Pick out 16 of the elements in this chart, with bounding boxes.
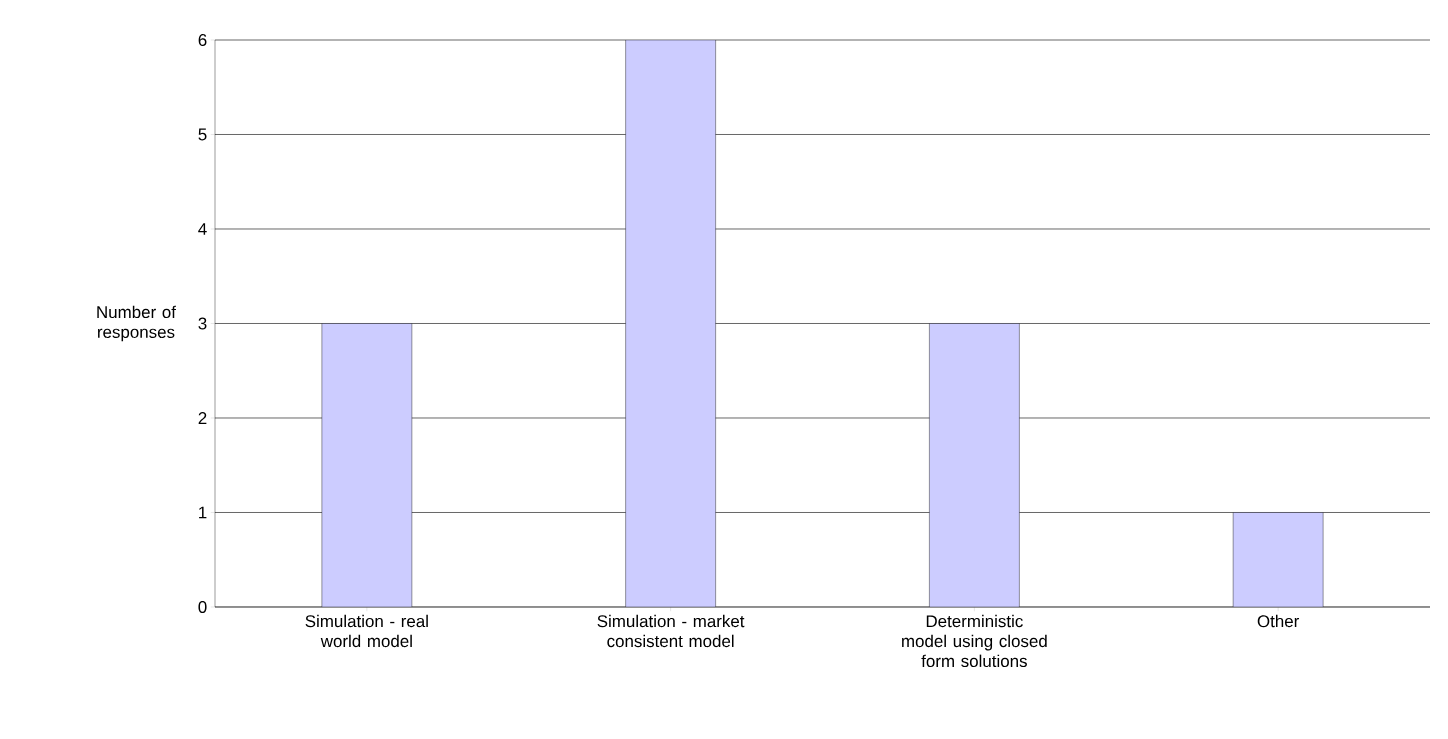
- y-tick-label: 2: [198, 412, 207, 424]
- bar: [625, 40, 716, 607]
- x-tick-label: Other: [1257, 614, 1300, 628]
- y-axis-title: Number of responses: [97, 305, 176, 342]
- bar: [1232, 512, 1324, 607]
- y-tick-label: 4: [198, 223, 207, 235]
- y-tick-label: 5: [198, 128, 207, 141]
- y-tick-label: 0: [198, 601, 207, 613]
- x-tick-label: Deterministic model using closed form solutions: [902, 614, 1047, 668]
- x-tick-label: Simulation - market consistent model: [597, 614, 745, 648]
- y-tick-label: 1: [199, 506, 207, 519]
- bar: [929, 323, 1020, 607]
- y-tick-label: 6: [198, 34, 207, 46]
- x-tick-label: Simulation - real world model: [305, 614, 428, 648]
- bar: [321, 323, 413, 607]
- y-tick-label: 3: [198, 317, 207, 330]
